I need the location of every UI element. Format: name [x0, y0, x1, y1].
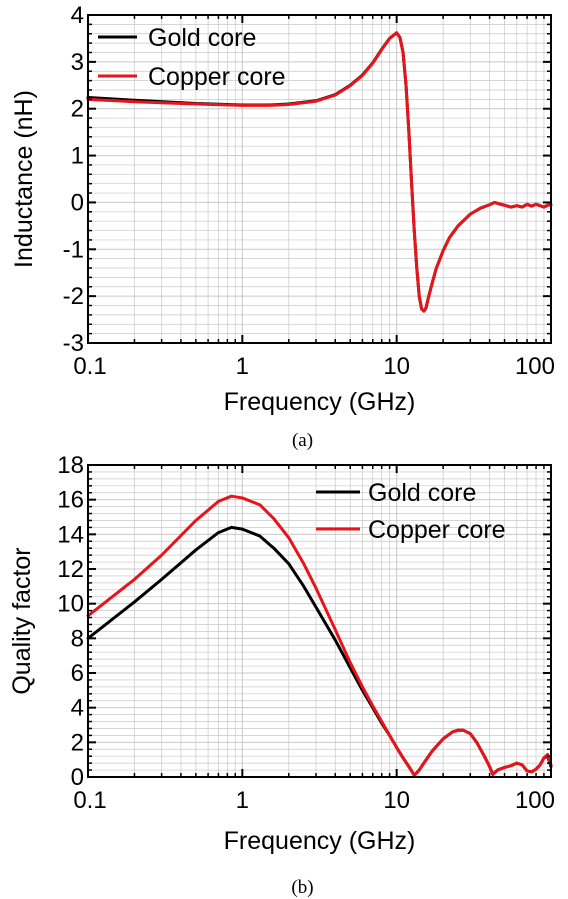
x-tick-label: 1 — [236, 353, 249, 380]
quality-factor-chart: 0 2 4 6 8 10 12 14 16 18 0.1 1 10 100 Gold core Coppe… — [8, 452, 555, 898]
legend: Gold core Copper core — [98, 24, 286, 91]
y-tick-label: 3 — [71, 49, 84, 76]
x-axis-label: Frequency (GHz) — [224, 388, 416, 416]
x-tick-label: 10 — [383, 787, 410, 814]
axes: 0 2 4 6 8 10 12 14 16 18 0.1 1 10 100 — [57, 452, 555, 814]
grid — [87, 15, 551, 344]
x-tick-label: 1 — [236, 787, 249, 814]
series-line-gold — [86, 525, 553, 777]
y-tick-label: -2 — [63, 283, 84, 310]
legend-label-gold: Gold core — [148, 24, 256, 52]
y-tick-label: -3 — [63, 330, 84, 357]
series-lines — [86, 494, 553, 777]
series-lines — [86, 31, 553, 313]
grid — [87, 465, 551, 778]
y-tick-label: 1 — [71, 143, 84, 170]
legend-label-copper: Copper core — [368, 516, 506, 544]
inductance-chart: -3 -2 -1 0 1 2 3 4 0.1 1 10 100 Gold core Copper co… — [10, 2, 555, 451]
y-axis-label: Inductance (nH) — [10, 90, 38, 268]
x-tick-label: 100 — [515, 787, 555, 814]
y-tick-label: -1 — [63, 236, 84, 263]
plot-frame — [87, 464, 552, 778]
x-axis-label: Frequency (GHz) — [224, 827, 416, 855]
y-tick-label: 0 — [71, 764, 84, 791]
y-tick-label: 18 — [57, 452, 84, 479]
plot-frame — [87, 14, 552, 344]
legend: Gold core Copper core — [316, 479, 506, 544]
axes: -3 -2 -1 0 1 2 3 4 0.1 1 10 100 — [63, 2, 555, 380]
y-tick-label: 8 — [71, 625, 84, 652]
x-tick-label: 100 — [515, 353, 555, 380]
y-tick-label: 2 — [71, 729, 84, 756]
y-tick-label: 6 — [71, 660, 84, 687]
y-tick-label: 4 — [71, 2, 84, 29]
caption: (a) — [292, 430, 313, 451]
legend-label-gold: Gold core — [368, 479, 476, 507]
x-tick-label: 10 — [383, 353, 410, 380]
y-tick-label: 4 — [71, 695, 84, 722]
y-tick-label: 2 — [71, 96, 84, 123]
y-tick-label: 12 — [57, 556, 84, 583]
x-tick-label: 0.1 — [73, 353, 106, 380]
y-tick-label: 10 — [57, 591, 84, 618]
y-tick-label: 0 — [71, 189, 84, 216]
series-line-copper — [86, 494, 553, 777]
x-tick-label: 0.1 — [73, 787, 106, 814]
series-line-copper — [86, 31, 553, 313]
legend-label-copper: Copper core — [148, 63, 286, 91]
y-axis-label: Quality factor — [8, 547, 36, 694]
y-tick-label: 16 — [57, 487, 84, 514]
y-tick-label: 14 — [57, 521, 84, 548]
caption: (b) — [291, 877, 313, 898]
